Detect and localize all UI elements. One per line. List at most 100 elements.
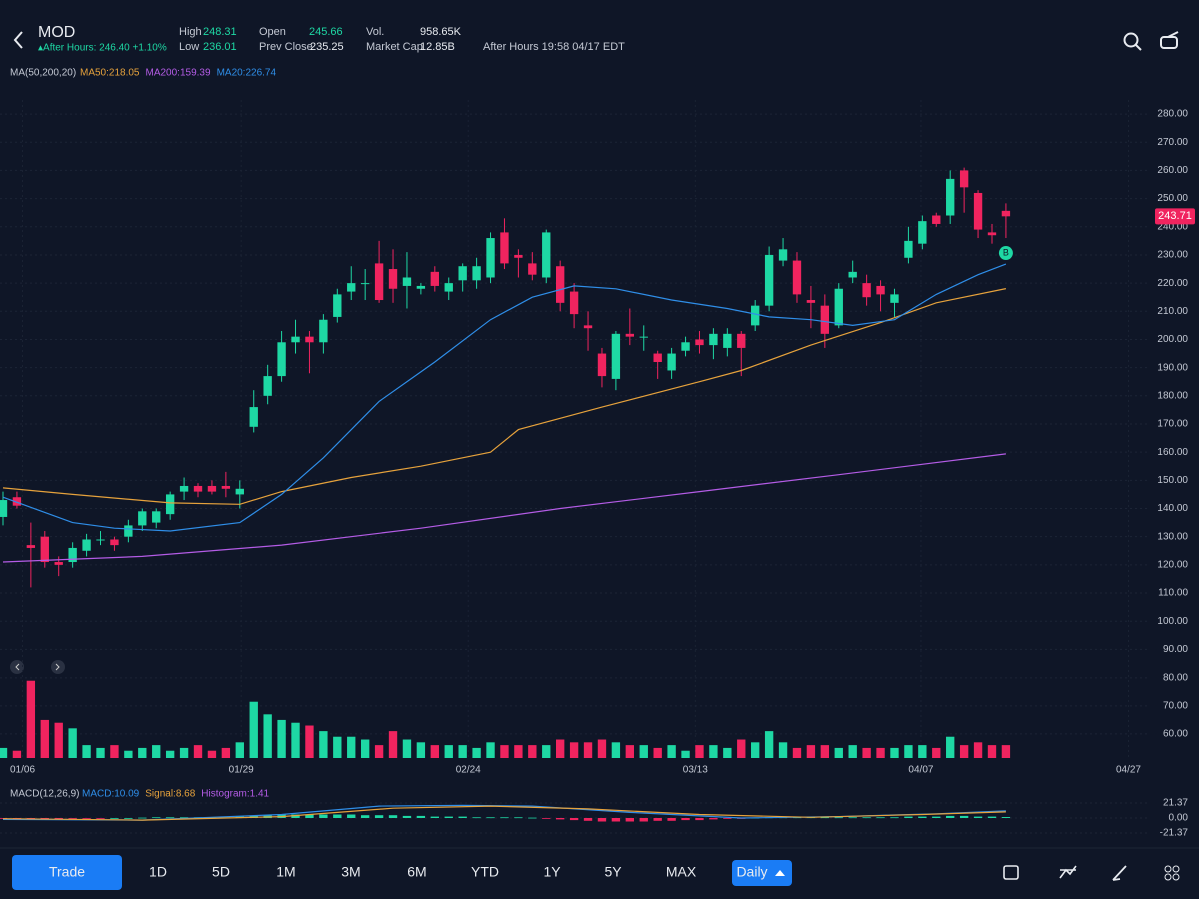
macd-histogram-bar	[876, 817, 885, 819]
volume-bar	[667, 745, 676, 758]
macd-histogram-bar	[333, 814, 342, 818]
volume-bar	[890, 747, 899, 758]
range-button[interactable]: 6M	[407, 864, 426, 880]
back-button[interactable]	[13, 31, 23, 49]
candle-body	[458, 266, 467, 281]
range-button[interactable]: 3M	[341, 864, 360, 880]
y-tick-label: 220.00	[1157, 278, 1188, 289]
volume-bar	[68, 728, 77, 758]
trade-button-bg	[12, 855, 122, 890]
range-button[interactable]: 1Y	[543, 864, 561, 880]
scroll-left[interactable]	[10, 660, 24, 674]
macd-histogram-bar	[904, 816, 913, 818]
ma-legend: MA20:226.74	[217, 68, 277, 79]
draw-button[interactable]	[1112, 865, 1127, 881]
macd-histogram-bar	[597, 818, 607, 822]
range-button[interactable]: 5Y	[604, 864, 622, 880]
candle-body	[904, 240, 913, 258]
candle-body	[207, 485, 217, 492]
indicator-button[interactable]	[1059, 865, 1077, 879]
candle-body	[737, 333, 746, 348]
volume-bar	[514, 745, 523, 758]
candle-body	[681, 342, 690, 351]
range-button[interactable]: 1M	[276, 864, 295, 880]
range-button[interactable]: YTD	[471, 864, 499, 880]
candle-body	[639, 336, 648, 338]
candle-body	[40, 536, 49, 563]
volume-bar	[165, 750, 175, 758]
volume-bar	[695, 745, 704, 758]
trade-button[interactable]: Trade	[12, 855, 122, 890]
macd-histogram-bar	[416, 815, 426, 818]
y-tick-label: 100.00	[1157, 616, 1188, 627]
candle-body	[402, 277, 412, 286]
volume-bar	[319, 731, 328, 758]
volume-bar	[54, 722, 63, 758]
value: 235.25	[310, 41, 344, 53]
x-tick-label: 04/07	[908, 765, 933, 776]
range-button[interactable]: 1D	[149, 864, 167, 880]
macd-histogram-bar	[472, 817, 481, 819]
label: Vol.	[366, 26, 384, 38]
candle-body	[918, 221, 927, 244]
macd-histogram-bar	[486, 817, 495, 819]
volume-bar	[1001, 745, 1011, 758]
volume-bar	[904, 745, 913, 758]
candle-body	[152, 511, 161, 523]
range-selector: 1D 5D 1M 3M 6M YTD 1Y 5Y MAX	[149, 864, 697, 880]
candle-body	[347, 283, 356, 292]
icon	[1003, 865, 1019, 880]
volume-bar	[124, 750, 133, 758]
candle-body	[1001, 210, 1011, 217]
macd-tick-label: 0.00	[1169, 813, 1189, 824]
macd-histogram-bar	[555, 818, 565, 820]
volume-tick-label: 60.00	[1163, 729, 1188, 740]
range-button[interactable]: 5D	[212, 864, 230, 880]
y-tick-label: 160.00	[1157, 447, 1188, 458]
macd-histogram-bar	[500, 817, 509, 819]
scroll-button	[51, 660, 65, 674]
volume-bar	[792, 747, 802, 758]
more-button[interactable]	[1164, 865, 1180, 881]
icon	[1164, 873, 1172, 881]
volume-bar	[778, 742, 788, 758]
macd-histogram-bar	[973, 816, 983, 818]
search-button[interactable]	[1123, 32, 1142, 51]
macd-histogram-bar	[569, 818, 579, 821]
calendar-button[interactable]	[1003, 865, 1019, 880]
search-icon	[1135, 44, 1142, 51]
volume-bar	[347, 736, 356, 758]
volume-bar	[625, 745, 635, 758]
interval-bg	[732, 860, 792, 886]
y-tick-label: 230.00	[1157, 250, 1188, 261]
macd-histogram-bar	[709, 818, 718, 820]
candle-body	[430, 271, 439, 286]
volume-bar	[653, 747, 662, 758]
volume-bar	[528, 745, 537, 758]
volume-bar	[723, 747, 732, 758]
y-tick-label: 150.00	[1157, 475, 1188, 486]
volume-bar	[263, 714, 272, 758]
candle-body	[611, 333, 621, 379]
interval-button[interactable]: Daily	[732, 860, 792, 886]
candle-body	[179, 485, 189, 492]
macd-histogram-bar	[1001, 817, 1011, 818]
volume-bar	[569, 742, 579, 758]
macd-legend: Signal:8.68	[145, 789, 195, 800]
candle-body	[444, 283, 453, 292]
y-tick-label: 140.00	[1157, 503, 1188, 514]
volume-bar	[876, 747, 885, 758]
scroll-right[interactable]	[51, 660, 65, 674]
symbol: MOD	[38, 24, 75, 41]
macd-histogram-bar	[179, 817, 189, 819]
macd-histogram-bar	[681, 818, 690, 821]
macd-histogram-bar	[834, 817, 843, 819]
macd-line	[2, 805, 1006, 821]
after-hours-quote: ▴After Hours: 246.40 +1.10%	[38, 43, 167, 54]
macd-histogram-bar	[402, 815, 412, 818]
last-price-label: 243.71	[1158, 210, 1192, 222]
share-button[interactable]	[1160, 31, 1179, 49]
macd-histogram-bar	[653, 818, 662, 821]
range-button[interactable]: MAX	[666, 864, 697, 880]
candle-body	[862, 283, 871, 298]
